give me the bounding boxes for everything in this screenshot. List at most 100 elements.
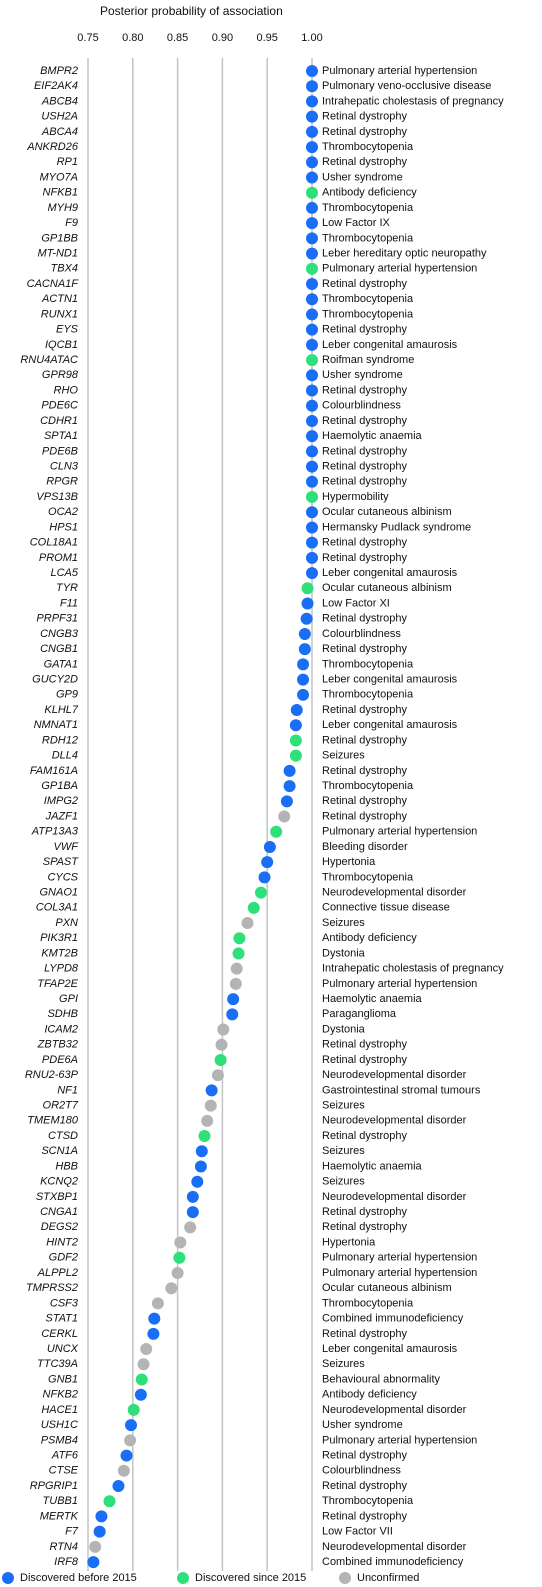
dot bbox=[306, 521, 318, 534]
gene-label: F11 bbox=[60, 597, 78, 609]
gene-label: ACTN1 bbox=[41, 293, 78, 305]
dot bbox=[151, 1297, 164, 1310]
gene-label: BMPR2 bbox=[40, 65, 78, 77]
gene-label: UNCX bbox=[47, 1343, 79, 1355]
gene-label: IRF8 bbox=[54, 1556, 79, 1568]
disease-label: Bleeding disorder bbox=[322, 841, 408, 853]
x-tick-label: 1.00 bbox=[301, 32, 322, 44]
dot bbox=[137, 1358, 150, 1371]
disease-label: Neurodevelopmental disorder bbox=[322, 1115, 467, 1127]
dot bbox=[140, 1343, 153, 1356]
dot bbox=[306, 506, 318, 519]
disease-label: Low Factor VII bbox=[322, 1526, 393, 1538]
dot bbox=[263, 840, 276, 853]
gene-label: EYS bbox=[56, 324, 79, 336]
gene-label: FAM161A bbox=[30, 765, 78, 777]
gene-label: USH1C bbox=[41, 1419, 78, 1431]
disease-label: Neurodevelopmental disorder bbox=[322, 1191, 467, 1203]
gene-label: VPS13B bbox=[36, 491, 78, 503]
dot bbox=[306, 414, 318, 427]
gene-label: ATF6 bbox=[51, 1449, 79, 1461]
dot bbox=[297, 658, 310, 671]
disease-label: Ocular cutaneous albinism bbox=[322, 506, 452, 518]
dot bbox=[306, 125, 318, 138]
dot bbox=[120, 1449, 133, 1462]
disease-label: Pulmonary arterial hypertension bbox=[322, 1252, 477, 1264]
gene-label: OCA2 bbox=[48, 506, 78, 518]
dot bbox=[306, 567, 318, 580]
disease-label: Retinal dystrophy bbox=[322, 765, 407, 777]
disease-label: Thrombocytopenia bbox=[322, 202, 414, 214]
disease-label: Neurodevelopmental disorder bbox=[322, 1541, 467, 1553]
disease-label: Retinal dystrophy bbox=[322, 278, 407, 290]
dot bbox=[306, 338, 318, 351]
dot bbox=[186, 1206, 199, 1219]
gene-label: JAZF1 bbox=[45, 810, 78, 822]
dot bbox=[211, 1069, 224, 1082]
disease-label: Pulmonary arterial hypertension bbox=[322, 263, 477, 275]
gene-label: ABCB4 bbox=[41, 95, 78, 107]
disease-label: Thrombocytopenia bbox=[322, 141, 414, 153]
dot bbox=[173, 1251, 186, 1264]
disease-label: Retinal dystrophy bbox=[322, 324, 407, 336]
gene-label: CTSE bbox=[49, 1465, 79, 1477]
disease-label: Seizures bbox=[322, 1100, 365, 1112]
gene-label: RPGRIP1 bbox=[30, 1480, 78, 1492]
disease-label: Neurodevelopmental disorder bbox=[322, 887, 467, 899]
disease-label: Leber congenital amaurosis bbox=[322, 674, 458, 686]
disease-label: Hypertonia bbox=[322, 1236, 376, 1248]
disease-label: Retinal dystrophy bbox=[322, 1510, 407, 1522]
disease-label: Ocular cutaneous albinism bbox=[322, 582, 452, 594]
gene-label: CLN3 bbox=[50, 460, 79, 472]
gene-label: RPGR bbox=[46, 476, 78, 488]
gene-label: CDHR1 bbox=[40, 415, 78, 427]
gene-label: ALPPL2 bbox=[37, 1267, 78, 1279]
gene-label: LCA5 bbox=[50, 567, 78, 579]
disease-label: Thrombocytopenia bbox=[322, 232, 414, 244]
gene-label: RUNX1 bbox=[41, 308, 78, 320]
disease-label: Thrombocytopenia bbox=[322, 1297, 414, 1309]
dot bbox=[306, 308, 318, 321]
dot bbox=[306, 536, 318, 549]
disease-label: Usher syndrome bbox=[322, 171, 403, 183]
dot bbox=[306, 217, 318, 230]
dot bbox=[195, 1145, 208, 1158]
gene-label: GDF2 bbox=[49, 1252, 78, 1264]
disease-label: Colourblindness bbox=[322, 628, 401, 640]
disease-label: Retinal dystrophy bbox=[322, 1221, 407, 1233]
dot bbox=[241, 917, 254, 930]
dot bbox=[306, 262, 318, 275]
gene-label: GUCY2D bbox=[32, 674, 78, 686]
disease-label: Neurodevelopmental disorder bbox=[322, 1069, 467, 1081]
dot bbox=[125, 1419, 138, 1432]
disease-label: Thrombocytopenia bbox=[322, 308, 414, 320]
disease-label: Thrombocytopenia bbox=[322, 689, 414, 701]
disease-label: Neurodevelopmental disorder bbox=[322, 1404, 467, 1416]
dot bbox=[215, 1038, 228, 1051]
gene-label: MT-ND1 bbox=[37, 247, 78, 259]
disease-label: Paraganglioma bbox=[322, 1008, 397, 1020]
gene-label: KCNQ2 bbox=[40, 1176, 78, 1188]
dot bbox=[306, 65, 318, 77]
gene-label: ATP13A3 bbox=[31, 826, 79, 838]
gene-label: ANKRD26 bbox=[26, 141, 79, 153]
disease-label: Hypertonia bbox=[322, 856, 376, 868]
dot bbox=[300, 612, 313, 625]
gene-label: ABCA4 bbox=[41, 126, 78, 138]
disease-label: Retinal dystrophy bbox=[322, 1328, 407, 1340]
disease-label: Retinal dystrophy bbox=[322, 552, 407, 564]
dot bbox=[165, 1282, 178, 1295]
disease-label: Leber congenital amaurosis bbox=[322, 719, 458, 731]
gene-label: TTC39A bbox=[37, 1358, 78, 1370]
dot bbox=[254, 886, 267, 899]
dot bbox=[261, 856, 274, 869]
disease-label: Behavioural abnormality bbox=[322, 1373, 441, 1385]
disease-label: Antibody deficiency bbox=[322, 1389, 417, 1401]
gene-label: GPR98 bbox=[42, 369, 79, 381]
disease-label: Retinal dystrophy bbox=[322, 415, 407, 427]
disease-label: Retinal dystrophy bbox=[322, 704, 407, 716]
dot bbox=[283, 780, 296, 793]
gene-label: RDH12 bbox=[42, 734, 78, 746]
gene-label: TYR bbox=[56, 582, 78, 594]
dot bbox=[301, 582, 314, 595]
